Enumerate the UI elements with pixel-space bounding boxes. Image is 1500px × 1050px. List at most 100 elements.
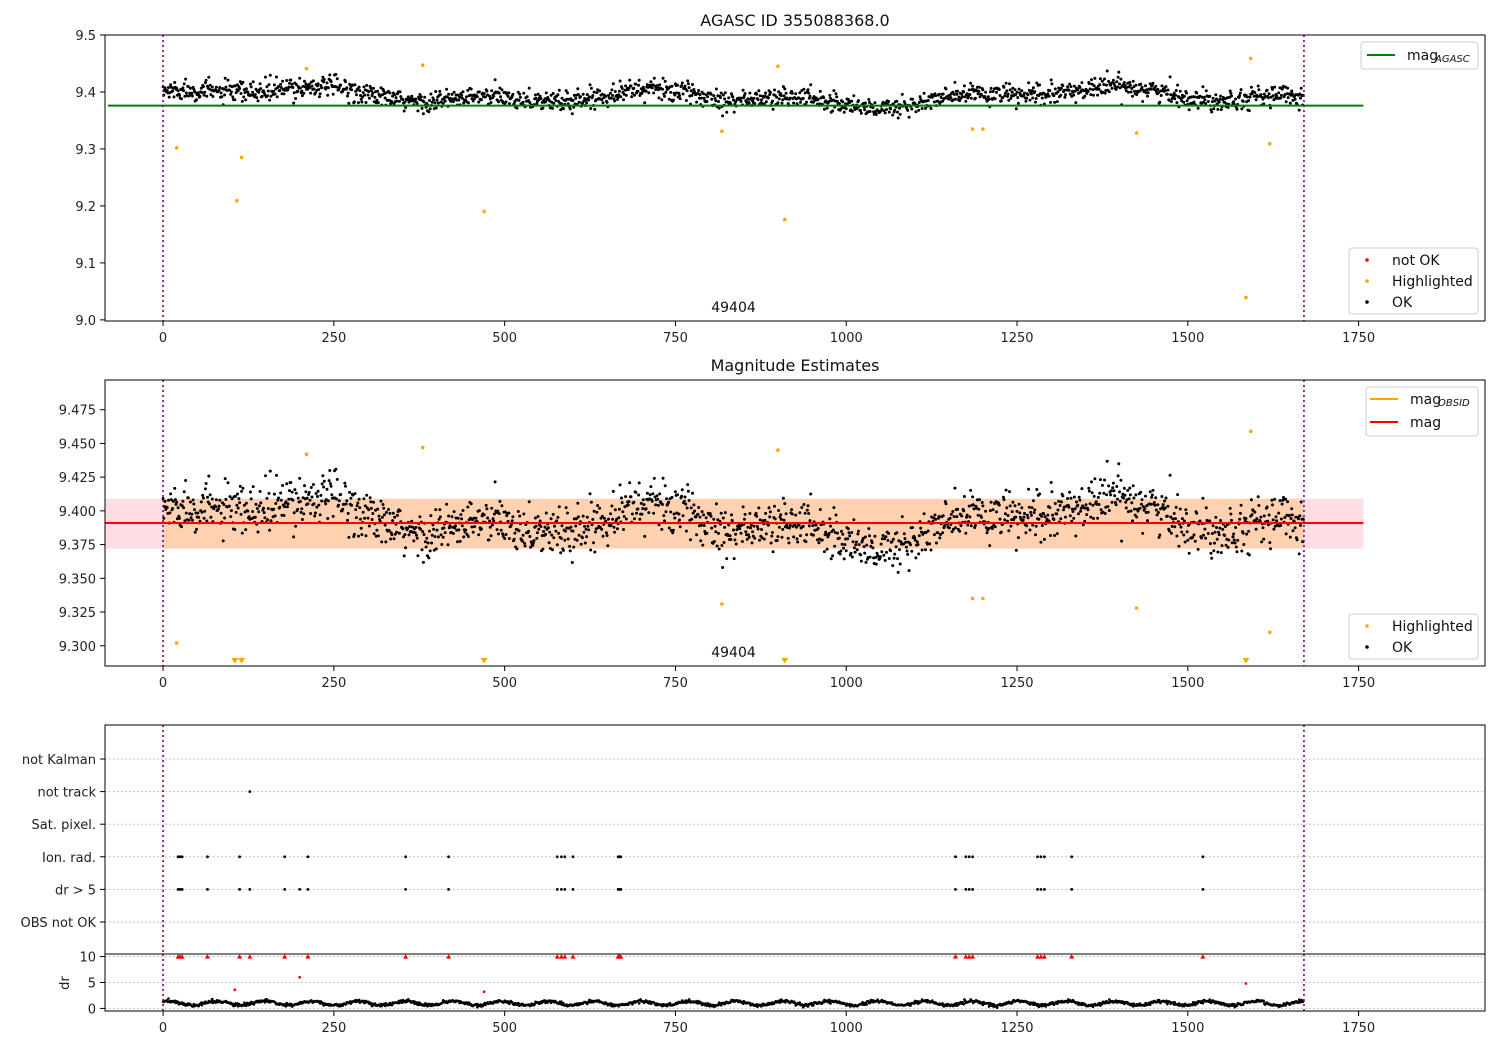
ok-point — [543, 525, 547, 529]
ok-point — [800, 506, 804, 509]
ok-point — [537, 527, 541, 531]
ok-point — [507, 537, 511, 540]
ok-point — [832, 89, 836, 93]
ok-point — [1273, 85, 1277, 89]
ok-point — [863, 108, 867, 112]
ok-point — [450, 515, 454, 519]
ok-point — [610, 504, 614, 508]
ok-point — [1238, 91, 1242, 95]
flag-point — [238, 888, 242, 891]
ok-point — [1103, 512, 1107, 515]
dr-point — [829, 1002, 832, 1005]
ok-point — [1243, 519, 1247, 523]
ok-point — [712, 540, 716, 543]
ok-point — [522, 512, 526, 516]
ok-point — [717, 547, 721, 551]
dr-point — [416, 1003, 420, 1007]
ok-point — [1161, 503, 1165, 507]
ok-point — [516, 510, 520, 513]
ok-point — [1221, 98, 1225, 102]
ok-point — [1020, 506, 1024, 510]
ok-point — [393, 515, 397, 519]
ok-point — [1212, 107, 1216, 111]
ok-point — [955, 515, 959, 519]
ok-point — [948, 516, 952, 520]
highlighted-point — [783, 217, 787, 222]
ok-point — [354, 93, 358, 97]
ok-point — [637, 481, 641, 485]
ok-point — [294, 97, 298, 100]
ok-point — [838, 552, 842, 556]
ok-point — [663, 94, 666, 98]
ok-point — [488, 94, 492, 98]
ok-point — [718, 519, 722, 523]
ok-point — [1091, 503, 1095, 507]
ok-point — [1214, 93, 1218, 97]
ok-point — [622, 515, 626, 518]
ok-point — [592, 509, 596, 513]
flag-point — [619, 888, 623, 891]
ok-point — [620, 501, 624, 505]
ok-point — [805, 508, 809, 512]
ok-point — [376, 101, 380, 105]
ok-point — [531, 541, 535, 545]
ok-point — [868, 534, 871, 538]
ok-point — [552, 536, 556, 540]
ok-point — [771, 531, 774, 534]
ok-point — [686, 79, 690, 83]
ok-point — [233, 98, 237, 102]
ok-point — [357, 101, 360, 105]
ok-point — [873, 101, 877, 105]
ok-point — [714, 99, 718, 103]
ok-point — [1262, 514, 1266, 518]
ok-point — [1235, 107, 1239, 111]
highlighted-point — [720, 129, 724, 134]
ok-point — [292, 101, 296, 105]
ok-point — [819, 523, 823, 527]
ok-point — [313, 91, 317, 95]
ok-point — [223, 516, 227, 520]
ok-point — [349, 496, 353, 500]
ok-point — [203, 90, 207, 94]
ok-point — [574, 96, 578, 100]
ok-point — [589, 500, 593, 504]
ok-point — [454, 524, 457, 528]
ok-point — [863, 101, 867, 105]
ok-point — [546, 526, 550, 530]
ok-point — [296, 496, 300, 500]
dr-point — [1091, 1005, 1095, 1008]
mag-estimates-y-tick-label: 9.400 — [59, 505, 96, 520]
ok-point — [1174, 517, 1177, 521]
ok-point — [1059, 93, 1063, 97]
ok-point — [392, 537, 396, 541]
ok-point — [695, 100, 699, 104]
ok-point — [936, 531, 940, 535]
ok-point — [515, 547, 519, 551]
ok-point — [678, 97, 682, 101]
ok-point — [1050, 490, 1054, 494]
ok-point — [1113, 501, 1117, 504]
ok-point — [550, 533, 554, 537]
ok-point — [643, 101, 647, 105]
ok-point — [721, 114, 725, 118]
ok-point — [334, 72, 338, 76]
ok-point — [588, 83, 592, 87]
ok-point — [742, 517, 746, 521]
ok-point — [1166, 88, 1170, 92]
ok-point — [692, 88, 696, 91]
ok-point — [893, 552, 897, 556]
mag-estimates-y-tick-label: 9.450 — [59, 437, 96, 452]
ok-point — [186, 85, 190, 88]
ok-point — [1129, 90, 1133, 94]
ok-point — [335, 85, 339, 89]
ok-point — [375, 98, 379, 102]
ok-point — [676, 83, 679, 87]
ok-point — [167, 498, 170, 502]
ok-point — [965, 513, 969, 517]
ok-point — [1279, 523, 1283, 527]
ok-point — [587, 95, 591, 99]
ok-point — [434, 508, 438, 512]
ok-point — [1156, 91, 1160, 95]
